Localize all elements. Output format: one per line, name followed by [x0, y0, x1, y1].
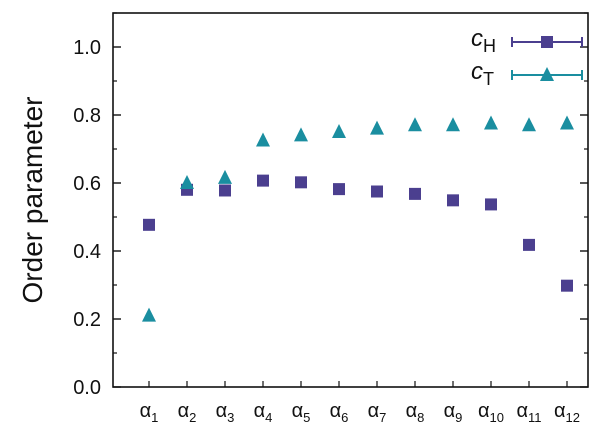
data-point-triangle — [218, 169, 232, 184]
y-tick-label: 0.8 — [73, 105, 101, 127]
data-point-triangle — [142, 307, 156, 322]
legend-entry: cT — [471, 58, 583, 89]
x-tick-label: α6 — [330, 400, 349, 424]
data-point-triangle — [256, 132, 270, 147]
x-tick-label: α10 — [478, 400, 504, 424]
data-point-square — [219, 184, 231, 197]
y-axis-ticks: 0.0 0.2 0.4 0.6 0.8 1.0 — [73, 12, 588, 399]
y-axis-label: Order parameter — [17, 97, 48, 304]
data-point-square — [409, 187, 421, 200]
data-point-square — [295, 176, 307, 189]
y-tick-label: 0.0 — [73, 377, 101, 399]
legend-marker-triangle — [540, 67, 554, 81]
x-tick-label: α1 — [140, 400, 159, 424]
x-axis-ticks: α1 α2 α3 α4 α5 α6 α7 α8 α9 α10 α11 α12 — [140, 381, 580, 424]
x-tick-label: α3 — [216, 400, 235, 424]
data-point-triangle — [408, 117, 422, 132]
data-point-triangle — [294, 127, 308, 142]
series-cT — [142, 115, 574, 322]
y-tick-label: 0.6 — [73, 173, 101, 195]
data-point-square — [333, 183, 345, 196]
data-point-triangle — [522, 117, 536, 132]
x-tick-label: α11 — [516, 400, 541, 424]
data-point-square — [257, 174, 269, 187]
data-point-triangle — [560, 115, 574, 130]
data-point-triangle — [370, 120, 384, 135]
x-tick-label: α9 — [444, 400, 463, 424]
data-point-square — [371, 185, 383, 198]
x-tick-label: α8 — [406, 400, 425, 424]
data-point-square — [523, 238, 535, 251]
x-tick-label: α7 — [368, 400, 387, 424]
data-point-triangle — [484, 115, 498, 130]
x-tick-label: α2 — [178, 400, 197, 424]
legend-marker-square — [541, 36, 553, 48]
series-layer — [142, 115, 574, 322]
data-point-triangle — [446, 117, 460, 132]
data-point-square — [143, 218, 155, 231]
x-tick-label: α12 — [554, 400, 580, 424]
x-tick-label: α5 — [292, 400, 311, 424]
data-point-triangle — [180, 175, 194, 189]
legend-label: cH — [471, 25, 496, 56]
y-tick-label: 0.2 — [73, 309, 101, 331]
x-tick-label: α4 — [254, 400, 273, 424]
series-cH — [143, 174, 573, 292]
data-point-square — [447, 194, 459, 207]
data-point-triangle — [332, 124, 346, 138]
legend-entry: cH — [471, 25, 583, 56]
y-tick-label: 0.4 — [73, 241, 101, 263]
plot-frame — [112, 12, 589, 388]
data-point-square — [561, 279, 573, 292]
y-tick-label: 1.0 — [73, 37, 101, 59]
legend-label: cT — [471, 58, 494, 89]
data-point-square — [485, 198, 497, 211]
